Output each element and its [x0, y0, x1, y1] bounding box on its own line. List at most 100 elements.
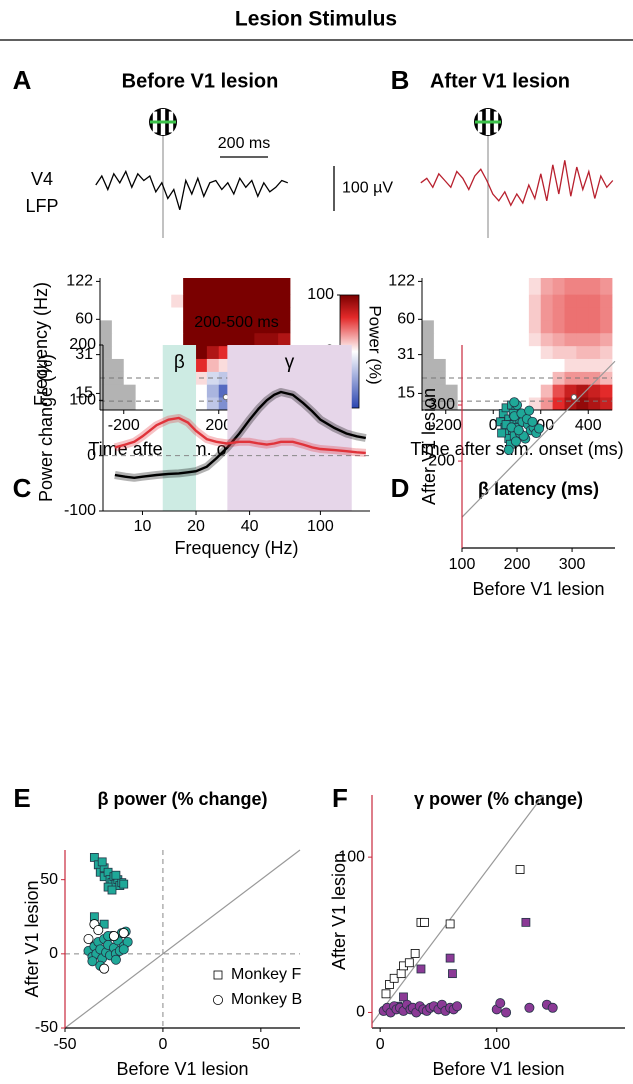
point-square [396, 969, 406, 979]
y-tick-label: 60 [75, 311, 93, 328]
heatmap-cell [433, 307, 447, 321]
heatmap-cell [528, 307, 542, 321]
lfp-trace [95, 169, 289, 210]
x-tick-label: 0 [376, 1036, 385, 1053]
point-circle [524, 1002, 535, 1013]
heatmap-cell [147, 358, 160, 372]
y-tick-label: 15 [75, 385, 93, 402]
heatmap-cell [528, 278, 542, 295]
heatmap-cell [135, 371, 148, 385]
panel-label: B [391, 65, 410, 95]
heatmap-cell [540, 294, 554, 308]
point-square [111, 870, 121, 880]
heatmap-cell [171, 332, 184, 347]
heatmap-cell [445, 345, 459, 359]
heatmap-cell [564, 345, 577, 359]
heatmap-cell [123, 332, 137, 347]
point-square [420, 917, 429, 927]
panel-label: E [13, 783, 30, 813]
heatmap-cell [457, 294, 470, 308]
heatmap-cell [564, 294, 577, 308]
heatmap-cell [422, 397, 435, 411]
heatmap-cell [445, 332, 459, 347]
point-circle [110, 954, 121, 965]
point-circle [452, 1001, 463, 1012]
grating-icon [474, 108, 502, 136]
heatmap-cell [206, 358, 220, 372]
y-tick-label: 122 [66, 273, 93, 290]
grating-icon [149, 108, 177, 136]
heatmap-cell [100, 397, 113, 411]
heatmap-cell [517, 278, 530, 295]
heatmap-cell [183, 278, 196, 295]
point-square [385, 980, 394, 989]
heatmap-cell [159, 319, 172, 334]
point-circle [118, 944, 129, 955]
heatmap-cell [540, 397, 554, 411]
heatmap-cell [576, 307, 589, 321]
heatmap-cell [517, 332, 530, 347]
heatmap-cell [576, 371, 589, 385]
heatmap-cell [552, 278, 565, 295]
heatmap-cell [147, 319, 160, 334]
panel-title: After V1 lesion [430, 70, 570, 92]
heatmap-cell [517, 384, 530, 398]
heatmap-cell [493, 278, 506, 295]
x-tick-label: -50 [53, 1036, 76, 1053]
figure-title: Lesion Stimulus [235, 8, 397, 31]
heatmap-cell [171, 278, 184, 295]
point-circle [524, 405, 535, 416]
point-circle [547, 1002, 558, 1013]
heatmap-cell [493, 358, 506, 372]
point-square [399, 992, 408, 1002]
point-circle [509, 397, 520, 408]
heatmap-cell [266, 307, 279, 321]
panel-title: β latency (ms) [478, 479, 599, 499]
heatmap-cell [588, 278, 601, 295]
heatmap-cell [517, 319, 530, 334]
heatmap-cell [230, 294, 243, 308]
lfp-trace [420, 160, 614, 207]
heatmap-cell [206, 278, 220, 295]
heatmap-cell [111, 278, 125, 295]
point-square [515, 865, 525, 874]
x-tick-label: 100 [307, 518, 334, 535]
heatmap-cell [159, 278, 172, 295]
heatmap-cell [147, 384, 160, 398]
heatmap-cell [528, 358, 542, 372]
heatmap-cell [600, 384, 613, 398]
trace-label: LFP [25, 196, 58, 216]
heatmap-cell [588, 307, 601, 321]
heatmap-cell [266, 332, 279, 347]
heatmap-cell [242, 278, 255, 295]
point-square [404, 958, 414, 968]
heatmap-cell [600, 397, 613, 411]
x-axis-label: Before V1 lesion [116, 1059, 248, 1079]
heatmap-cell [183, 294, 196, 308]
heatmap-cell [100, 307, 113, 321]
x-axis-label: Before V1 lesion [472, 579, 604, 599]
heatmap-cell [576, 397, 589, 411]
x-axis-label: Time after stim. onset (ms) [410, 439, 623, 459]
heatmap-cell [254, 307, 267, 321]
heatmap-cell [230, 307, 243, 321]
heatmap-cell [206, 332, 220, 347]
heatmap-cell [100, 278, 113, 295]
band-label: β [174, 352, 185, 373]
heatmap-cell [564, 397, 577, 411]
point-square [410, 949, 420, 958]
heatmap-cell [218, 319, 232, 334]
frequency-band [162, 345, 197, 511]
point-square [445, 953, 455, 963]
identity-line [64, 849, 301, 1029]
heatmap-cell [552, 294, 565, 308]
point-circle [83, 934, 94, 945]
point-circle [108, 931, 119, 942]
heatmap-cell [100, 358, 113, 372]
heatmap-cell [242, 332, 255, 347]
heatmap-cell [422, 358, 435, 372]
y-axis-label: Frequency (Hz) [31, 282, 51, 406]
heatmap-cell [111, 345, 125, 359]
heatmap-cell [206, 319, 220, 334]
heatmap-cell [433, 294, 447, 308]
